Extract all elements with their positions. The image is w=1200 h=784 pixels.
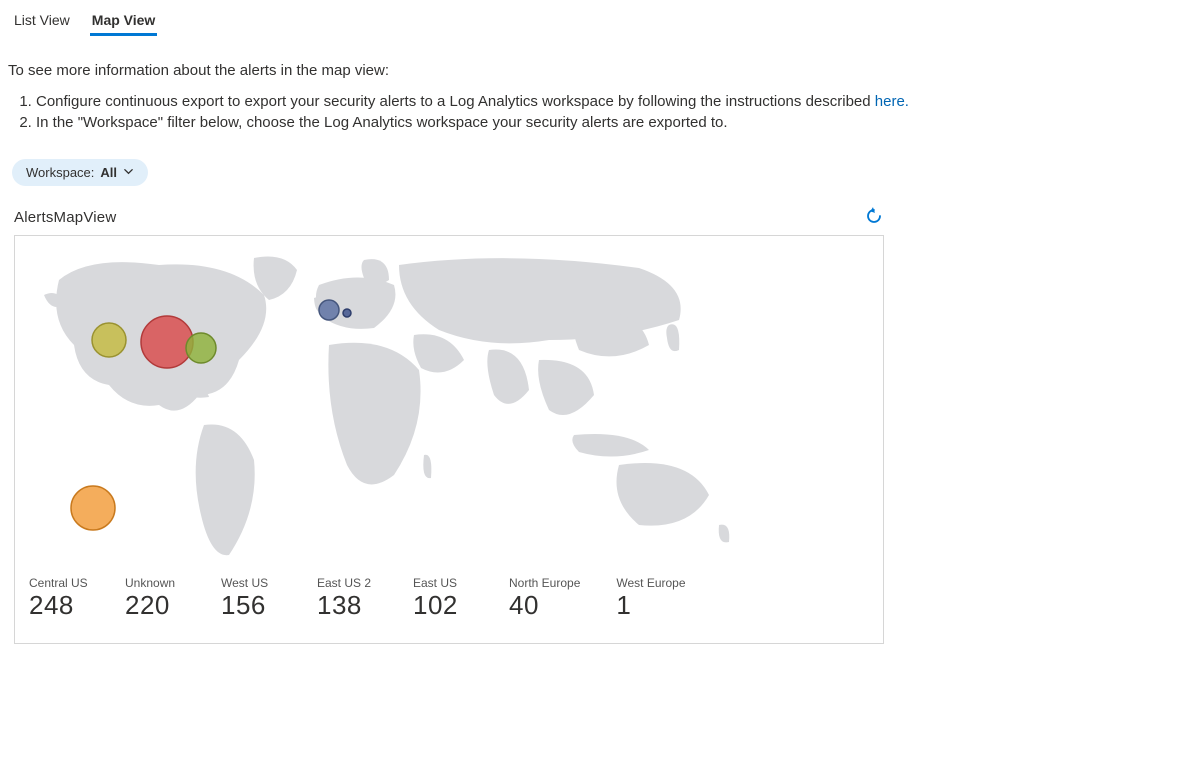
stat-5[interactable]: North Europe40 — [509, 576, 580, 621]
section-title: AlertsMapView — [14, 209, 116, 226]
stat-label: West Europe — [616, 576, 685, 590]
filter-value: All — [100, 165, 117, 180]
reset-icon[interactable] — [864, 206, 884, 229]
world-map — [29, 250, 869, 568]
stat-0[interactable]: Central US248 — [29, 576, 89, 621]
stat-2[interactable]: West US156 — [221, 576, 281, 621]
stats-row: Central US248 Unknown220 West US156 East US… — [29, 576, 869, 621]
intro-text: To see more information about the alerts… — [8, 62, 1192, 79]
stat-6[interactable]: West Europe1 — [616, 576, 685, 621]
alert-bubble[interactable] — [186, 333, 216, 363]
stat-label: Unknown — [125, 576, 185, 590]
filter-label: Workspace: — [26, 165, 94, 180]
instruction-list: Configure continuous export to export yo… — [36, 93, 1192, 131]
stat-1[interactable]: Unknown220 — [125, 576, 185, 621]
landmasses — [44, 257, 729, 556]
stat-label: West US — [221, 576, 281, 590]
stat-label: East US 2 — [317, 576, 377, 590]
stat-value: 220 — [125, 590, 185, 621]
tab-list-view[interactable]: List View — [12, 8, 72, 34]
step-text: Configure continuous export to export yo… — [36, 93, 875, 110]
alerts-map-card: Central US248 Unknown220 West US156 East US… — [14, 235, 884, 644]
stat-label: Central US — [29, 576, 89, 590]
stat-value: 248 — [29, 590, 89, 621]
alert-bubble[interactable] — [92, 323, 126, 357]
tab-map-view[interactable]: Map View — [90, 8, 158, 34]
stat-value: 102 — [413, 590, 473, 621]
stat-label: North Europe — [509, 576, 580, 590]
stat-value: 156 — [221, 590, 281, 621]
stat-value: 1 — [616, 590, 685, 621]
instruction-step-2: In the "Workspace" filter below, choose … — [36, 114, 1192, 131]
chevron-down-icon — [123, 165, 134, 180]
tab-label: Map View — [92, 12, 156, 28]
alert-bubble[interactable] — [319, 300, 339, 320]
here-link[interactable]: here. — [875, 93, 909, 110]
stat-label: East US — [413, 576, 473, 590]
section-header: AlertsMapView — [14, 206, 884, 229]
stat-3[interactable]: East US 2138 — [317, 576, 377, 621]
alert-bubble[interactable] — [71, 486, 115, 530]
alert-bubble[interactable] — [141, 316, 193, 368]
tab-label: List View — [14, 12, 70, 28]
stat-value: 138 — [317, 590, 377, 621]
workspace-filter[interactable]: Workspace: All — [12, 159, 148, 186]
view-tabs: List View Map View — [8, 8, 1192, 42]
stat-4[interactable]: East US102 — [413, 576, 473, 621]
instruction-step-1: Configure continuous export to export yo… — [36, 93, 1192, 110]
alert-bubble[interactable] — [343, 309, 351, 317]
stat-value: 40 — [509, 590, 580, 621]
